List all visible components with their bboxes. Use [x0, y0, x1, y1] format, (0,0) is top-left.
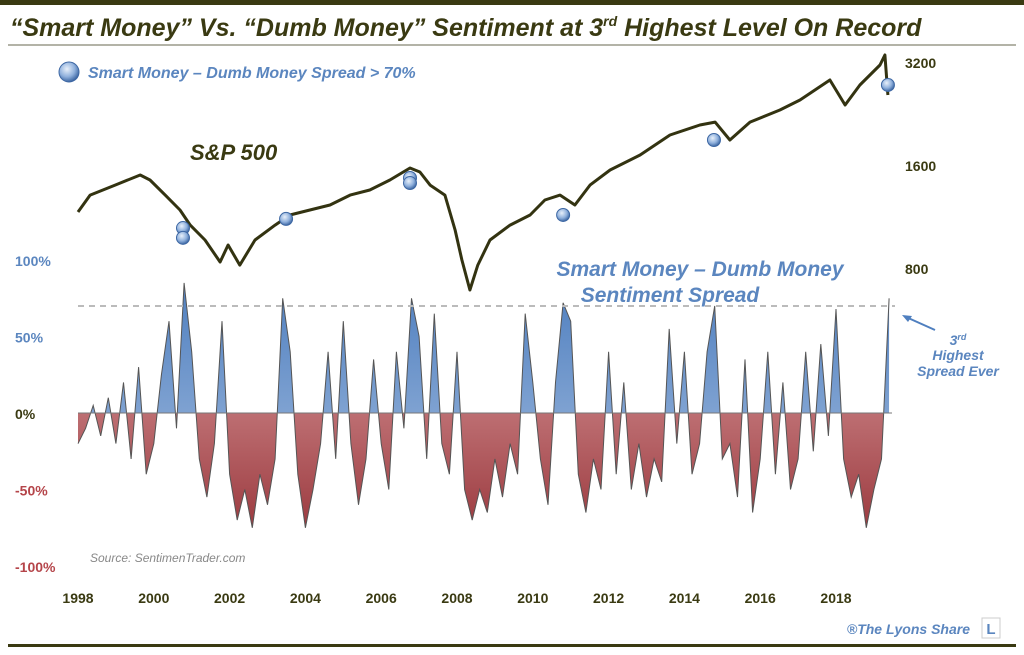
callout-line1: 3rd	[950, 332, 967, 348]
legend-marker-icon	[58, 61, 80, 83]
callout-line3: Spread Ever	[917, 363, 1000, 379]
spread-label-line1: Smart Money – Dumb Money	[556, 258, 844, 281]
arrow-head-icon	[902, 315, 912, 322]
positive-spread-area	[78, 282, 890, 413]
x-tick-label: 2008	[441, 590, 472, 606]
legend-label: Smart Money – Dumb Money Spread > 70%	[88, 65, 416, 82]
x-axis: 1998 2000 2002 2004 2006 2008 2010 2012 2014 2016…	[62, 590, 851, 606]
sp500-label: S&P 500	[190, 140, 278, 165]
signal-marker	[556, 207, 571, 222]
logo: L	[986, 621, 995, 638]
negative-spread-area	[78, 413, 890, 528]
callout-line2: Highest	[932, 347, 985, 363]
logo-box	[981, 617, 1001, 639]
signal-marker	[403, 176, 418, 191]
spread-y-tick-label: 100%	[15, 253, 51, 269]
spread-y-axis: 100% 50% 0% -50% -100%	[15, 253, 56, 575]
spread-area	[77, 282, 890, 528]
top-border	[0, 0, 1024, 5]
spread-y-tick-label: 0%	[15, 406, 36, 422]
spread-y-tick-label: 50%	[15, 330, 44, 346]
x-tick-label: 2002	[214, 590, 245, 606]
signal-marker	[279, 211, 294, 226]
sp500-series	[76, 53, 890, 292]
sp500-y-axis: 3200 1600 800	[905, 55, 936, 277]
chart-title: “Smart Money” Vs. “Dumb Money” Sentiment…	[10, 13, 922, 42]
x-tick-label: 2012	[593, 590, 624, 606]
x-tick-label: 2018	[820, 590, 851, 606]
callout-arrow	[905, 316, 936, 331]
x-tick-label: 2000	[138, 590, 169, 606]
spread-y-tick-label: -100%	[15, 559, 56, 575]
x-tick-label: 1998	[62, 590, 93, 606]
spread-label-line2: Sentiment Spread	[581, 284, 761, 307]
x-tick-label: 2014	[669, 590, 700, 606]
credit-text: ®The Lyons Share	[847, 621, 970, 637]
spread-line	[77, 282, 890, 528]
x-tick-label: 2004	[290, 590, 321, 606]
sp500-y-tick-label: 3200	[905, 55, 936, 71]
x-tick-label: 2010	[517, 590, 548, 606]
markers	[175, 77, 895, 245]
signal-marker	[706, 133, 721, 148]
spread-y-tick-label: -50%	[15, 483, 48, 499]
sp500-y-tick-label: 800	[905, 261, 929, 277]
x-tick-label: 2006	[366, 590, 397, 606]
signal-marker	[175, 230, 190, 245]
source-note: Source: SentimenTrader.com	[90, 551, 245, 565]
bottom-border	[8, 644, 1016, 647]
x-tick-label: 2016	[745, 590, 776, 606]
sp500-line	[76, 53, 890, 292]
signal-marker	[880, 77, 895, 92]
sp500-y-tick-label: 1600	[905, 158, 936, 174]
